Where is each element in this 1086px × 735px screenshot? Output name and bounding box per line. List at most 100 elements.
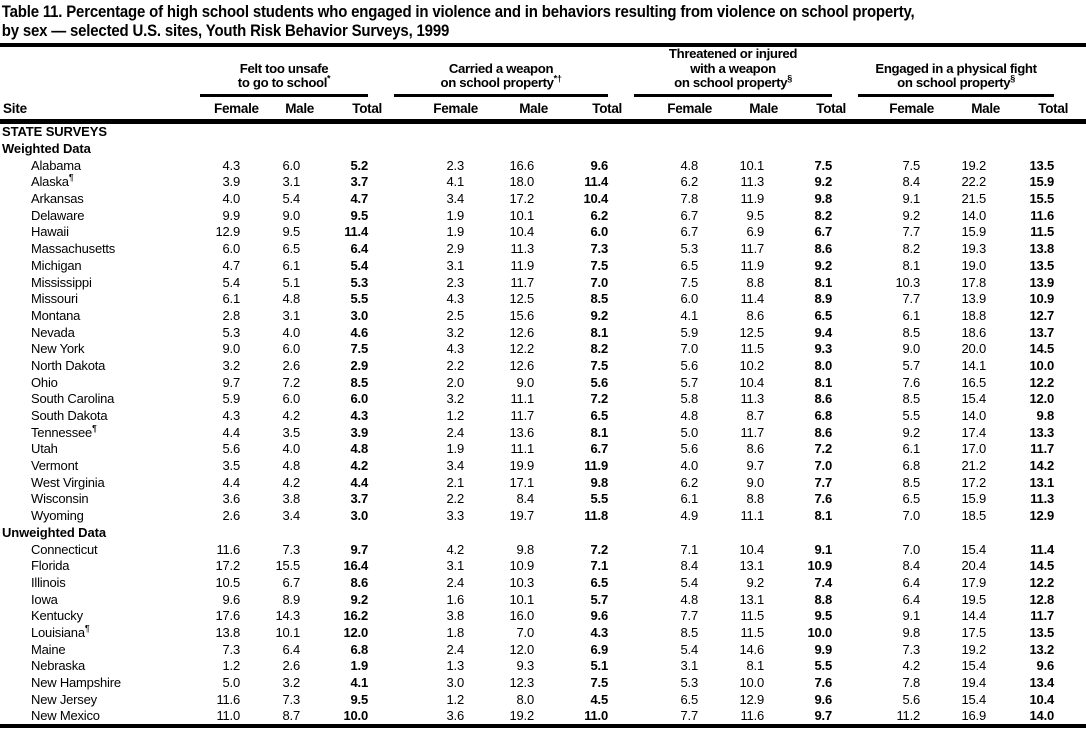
value-cell: 11.8 [584, 508, 609, 524]
value-cell: 5.4 [680, 574, 699, 590]
value-cell: 4.8 [680, 157, 699, 173]
site-name: Nevada [31, 324, 75, 340]
value-cell: 15.6 [509, 307, 535, 323]
value-cell: 2.1 [446, 474, 465, 490]
header-subcolumn-row: Female Male Total Female Male Total Female Male… [0, 96, 1086, 124]
value-cell: 15.5 [1029, 191, 1055, 207]
row-end-pad [1054, 224, 1086, 241]
value-cell: 9.8 [814, 191, 833, 207]
value-cell: 7.8 [902, 675, 921, 691]
table-row: Connecticut 11.6 7.3 9.7 4.2 9.8 7.2 7.1 10.4 9.1… [0, 541, 1086, 558]
group-header-lines: Threatened or injured with a weapon on sch… [634, 46, 832, 91]
value-cell: 17.2 [215, 558, 240, 574]
value-cell: 7.6 [814, 675, 833, 691]
value-cell: 18.0 [509, 174, 535, 190]
value-cell: 8.6 [746, 441, 765, 457]
value-cell: 5.6 [222, 441, 241, 457]
value-cell: 4.2 [902, 658, 921, 674]
value-cell: 4.4 [222, 474, 241, 490]
value-cell: 11.6 [216, 691, 240, 707]
value-cell: 4.8 [680, 591, 699, 607]
value-cell: 9.2 [902, 207, 921, 223]
value-cell: 9.1 [902, 608, 921, 624]
group-header: Carried a weapon on school property*† [368, 47, 609, 97]
value-cell: 7.3 [282, 541, 301, 557]
value-cell: 6.8 [350, 641, 369, 657]
value-cell: 8.0 [516, 691, 535, 707]
table-row: New Hampshire 5.0 3.2 4.1 3.0 12.3 7.5 5.3 10.0 7… [0, 674, 1086, 691]
value-cell: 5.5 [590, 491, 609, 507]
row-end-pad [1054, 591, 1086, 608]
site-name: Nebraska [31, 658, 86, 674]
header-group-row: Site Felt too unsafe to go to school* Carri… [0, 46, 1086, 124]
value-cell: 8.1 [814, 274, 833, 290]
value-cell: 8.2 [590, 341, 609, 357]
value-cell: 12.9 [1029, 508, 1055, 524]
site-name: New Mexico [31, 708, 100, 724]
value-cell: 15.9 [1029, 174, 1055, 190]
value-cell: 6.4 [350, 241, 369, 257]
value-cell: 11.3 [740, 391, 765, 407]
group-underline [858, 93, 1055, 97]
value-cell: 7.2 [590, 541, 609, 557]
value-cell: 4.4 [350, 474, 369, 490]
value-cell: 6.0 [282, 341, 301, 357]
value-cell: 3.6 [222, 491, 241, 507]
value-cell: 12.5 [739, 324, 765, 340]
value-cell: 9.7 [814, 708, 833, 724]
site-name: New York [31, 341, 85, 357]
site-name: Florida [31, 558, 70, 574]
value-cell: 3.5 [222, 458, 241, 474]
value-cell: 6.0 [282, 157, 301, 173]
value-cell: 5.0 [222, 675, 241, 691]
table-header: Site Felt too unsafe to go to school* Carri… [0, 46, 1086, 124]
row-end-pad [1054, 290, 1086, 307]
value-cell: 3.0 [350, 307, 369, 323]
value-cell: 9.2 [746, 574, 765, 590]
value-cell: 8.8 [746, 274, 765, 290]
col-header-total: Total [300, 96, 382, 124]
value-cell: 19.3 [961, 241, 987, 257]
value-cell: 21.5 [961, 191, 987, 207]
value-cell: 7.4 [814, 574, 833, 590]
value-cell: 7.5 [902, 157, 921, 173]
value-cell: 18.5 [961, 508, 987, 524]
value-cell: 17.4 [961, 424, 987, 440]
value-cell: 19.2 [509, 708, 535, 724]
value-cell: 7.5 [590, 357, 609, 373]
value-cell: 5.6 [902, 691, 921, 707]
value-cell: 8.6 [746, 307, 765, 323]
value-cell: 1.2 [446, 408, 465, 424]
table-row: Tennessee¶ 4.4 3.5 3.9 2.4 13.6 8.1 5.0 11.7 8.6 9… [0, 424, 1086, 441]
value-cell: 5.3 [680, 675, 699, 691]
value-cell: 6.1 [222, 291, 241, 307]
col-header-total: Total [986, 96, 1068, 124]
value-cell: 9.7 [222, 374, 241, 390]
value-cell: 6.5 [590, 408, 609, 424]
value-cell: 2.6 [282, 658, 301, 674]
value-cell: 6.9 [590, 641, 609, 657]
value-cell: 6.2 [680, 474, 699, 490]
value-cell: 9.6 [590, 608, 609, 624]
value-cell: 6.2 [680, 174, 699, 190]
table-row: West Virginia 4.4 4.2 4.4 2.1 17.1 9.8 6.2 9.0 7.… [0, 474, 1086, 491]
value-cell: 6.2 [590, 207, 609, 223]
value-cell: 8.4 [902, 174, 921, 190]
value-cell: 10.0 [1029, 357, 1055, 373]
row-end-pad [1054, 357, 1086, 374]
value-cell: 5.0 [680, 424, 699, 440]
site-name: Wyoming [31, 508, 84, 524]
value-cell: 4.4 [222, 424, 241, 440]
value-cell: 3.2 [446, 391, 465, 407]
value-cell: 12.2 [509, 341, 535, 357]
col-header-female: Female [832, 96, 934, 124]
table-row: Nevada 5.3 4.0 4.6 3.2 12.6 8.1 5.9 12.5 9.4 8.5 18… [0, 324, 1086, 341]
value-cell: 12.0 [343, 624, 369, 640]
value-cell: 7.3 [282, 691, 301, 707]
value-cell: 10.1 [275, 624, 300, 640]
site-name: Mississippi [31, 274, 92, 290]
value-cell: 10.3 [509, 574, 535, 590]
value-cell: 2.4 [446, 424, 465, 440]
value-cell: 5.4 [282, 191, 301, 207]
col-header-female: Female [608, 96, 712, 124]
